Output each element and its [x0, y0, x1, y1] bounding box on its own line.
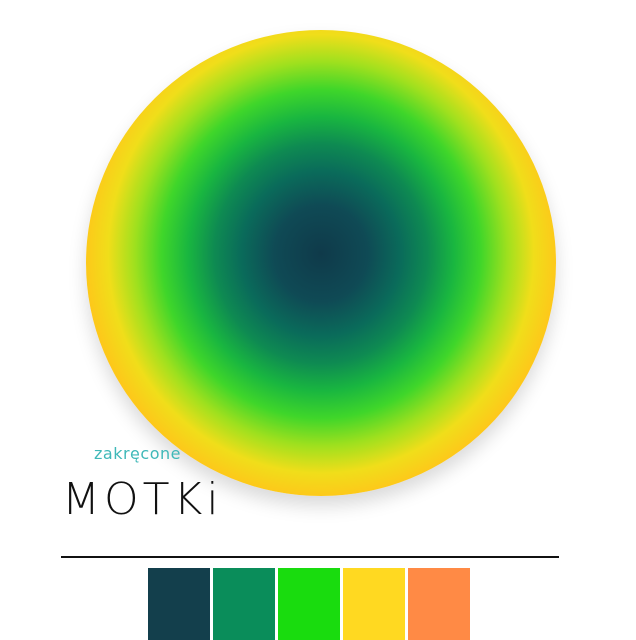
color-swatch	[408, 568, 470, 640]
divider	[61, 556, 559, 558]
logo-tagline: zakręcone	[94, 444, 181, 463]
color-swatch	[278, 568, 340, 640]
color-swatch	[213, 568, 275, 640]
color-swatch	[343, 568, 405, 640]
logo-wordmark: MOTKi	[62, 474, 223, 525]
yarn-cake-image	[86, 30, 556, 496]
color-swatch	[148, 568, 210, 640]
